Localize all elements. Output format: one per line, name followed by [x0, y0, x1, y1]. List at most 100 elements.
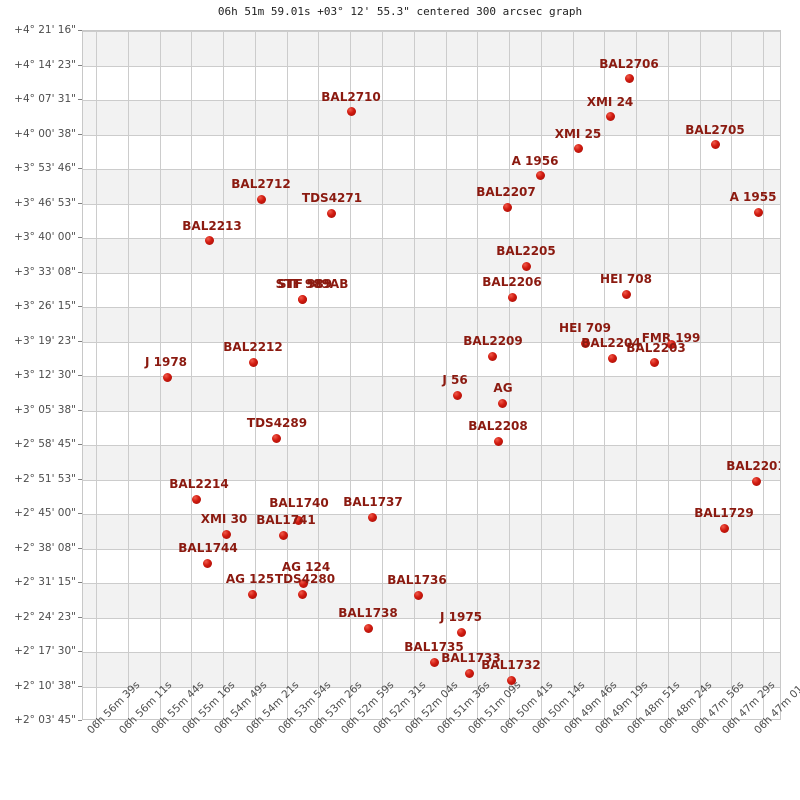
y-axis-tick-label: +2° 38' 08"	[14, 541, 76, 554]
y-axis-tick-mark	[78, 720, 82, 721]
star-data-point[interactable]	[573, 143, 583, 153]
star-data-point[interactable]	[580, 338, 590, 348]
star-data-point[interactable]	[256, 194, 266, 204]
x-axis-tick-mark	[603, 720, 605, 724]
y-axis-tick-mark	[78, 168, 82, 169]
star-label: XMI 25	[554, 127, 602, 141]
gridline-vertical	[159, 31, 161, 719]
star-data-point[interactable]	[753, 207, 763, 217]
gridline-vertical	[413, 31, 415, 719]
star-data-point[interactable]	[493, 436, 503, 446]
star-data-point[interactable]	[202, 558, 212, 568]
y-axis-tick-label: +2° 10' 38"	[14, 679, 76, 692]
star-label: BAL2209	[463, 334, 523, 348]
star-data-point[interactable]	[506, 675, 516, 685]
gridline-horizontal	[83, 617, 780, 619]
gridline-vertical	[477, 31, 479, 719]
star-data-point[interactable]	[621, 289, 631, 299]
x-axis-tick-mark	[317, 720, 319, 724]
star-label: BAL1744	[178, 541, 238, 555]
star-data-point[interactable]	[162, 372, 172, 382]
star-data-point[interactable]	[326, 208, 336, 218]
y-axis-tick-mark	[78, 271, 82, 273]
gridline-horizontal	[83, 445, 780, 446]
x-axis-tick-mark	[571, 720, 573, 724]
star-data-point[interactable]	[487, 351, 497, 361]
star-data-point[interactable]	[367, 512, 377, 522]
plot-area: BAL2706 XMI 24 BAL2710 XMI 25 BAL2705 A 1956 B…	[82, 30, 781, 720]
star-label: BAL2206	[482, 275, 542, 289]
y-axis-tick-mark	[78, 375, 82, 376]
star-data-point[interactable]	[751, 476, 761, 486]
star-data-point[interactable]	[278, 530, 288, 540]
star-data-point[interactable]	[247, 589, 257, 599]
star-data-point[interactable]	[502, 202, 512, 212]
x-axis-tick-mark	[539, 720, 541, 724]
star-data-point[interactable]	[464, 668, 474, 678]
star-data-point[interactable]	[666, 339, 676, 349]
star-label: BAL1736	[387, 573, 447, 587]
x-axis-tick-mark	[762, 720, 764, 724]
star-label: BAL2208	[468, 419, 528, 433]
plot-band	[83, 100, 780, 135]
star-data-point[interactable]	[535, 170, 545, 180]
star-data-point[interactable]	[363, 623, 373, 633]
star-data-point[interactable]	[719, 523, 729, 533]
y-axis-tick-label: +3° 33' 08"	[14, 265, 76, 278]
star-data-point[interactable]	[293, 515, 303, 525]
y-axis-tick-mark	[78, 582, 82, 583]
gridline-vertical	[699, 31, 701, 719]
plot-band	[83, 376, 780, 411]
y-axis-tick-label: +2° 45' 00"	[14, 507, 76, 519]
star-label: BAL2706	[599, 57, 659, 71]
x-axis-tick-mark	[190, 720, 192, 724]
star-data-point[interactable]	[204, 235, 214, 245]
star-data-point[interactable]	[452, 390, 462, 400]
star-label: BAL2214	[169, 477, 229, 491]
star-data-point[interactable]	[605, 111, 615, 121]
gridline-vertical	[286, 31, 288, 719]
y-axis-tick-mark	[78, 237, 82, 238]
plot-band	[83, 238, 780, 273]
star-data-point[interactable]	[413, 590, 423, 600]
gridline-vertical	[191, 31, 193, 719]
gridline-vertical	[540, 31, 542, 719]
star-label: BAL1733	[441, 651, 501, 665]
star-data-point[interactable]	[298, 578, 308, 588]
star-label: HEI 709	[559, 321, 611, 335]
star-label: FMR 199	[641, 331, 701, 345]
plot-band	[83, 514, 780, 549]
star-data-point[interactable]	[710, 139, 720, 149]
y-axis-tick-label: +3° 12' 30"	[14, 369, 76, 381]
gridline-vertical	[96, 31, 97, 719]
star-data-point[interactable]	[191, 494, 201, 504]
star-label: BAL1735	[404, 640, 464, 654]
gridline-horizontal	[83, 583, 780, 584]
star-data-point[interactable]	[649, 357, 659, 367]
star-data-point[interactable]	[297, 294, 307, 304]
star-label: BAL2705	[685, 123, 745, 137]
star-data-point[interactable]	[624, 73, 634, 83]
gridline-vertical	[667, 31, 669, 719]
star-data-point[interactable]	[456, 627, 466, 637]
star-data-point[interactable]	[497, 398, 507, 408]
gridline-vertical	[509, 31, 511, 719]
star-label: J 56	[442, 373, 468, 387]
x-axis-tick-mark	[95, 720, 96, 724]
gridline-horizontal	[83, 307, 780, 308]
star-data-point[interactable]	[521, 261, 531, 271]
star-data-point[interactable]	[346, 106, 356, 116]
x-axis-tick-mark	[635, 720, 637, 724]
x-axis-tick-mark	[349, 720, 351, 724]
star-label: BAL1741	[256, 513, 316, 527]
star-data-point[interactable]	[429, 657, 439, 667]
y-axis-tick-label: +2° 17' 30"	[14, 645, 76, 657]
star-data-point[interactable]	[221, 529, 231, 539]
star-data-point[interactable]	[271, 433, 281, 443]
plot-band	[83, 169, 780, 204]
star-data-point[interactable]	[248, 357, 258, 367]
star-label: TDS4289	[246, 416, 308, 430]
star-data-point[interactable]	[297, 589, 307, 599]
star-data-point[interactable]	[507, 292, 517, 302]
star-data-point[interactable]	[607, 353, 617, 363]
